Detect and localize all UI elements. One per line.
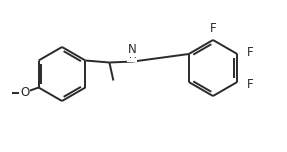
Text: F: F bbox=[210, 22, 216, 36]
Text: F: F bbox=[247, 45, 253, 59]
Text: H: H bbox=[129, 50, 136, 60]
Text: O: O bbox=[20, 86, 29, 99]
Text: F: F bbox=[247, 78, 253, 90]
Text: N: N bbox=[128, 43, 137, 56]
